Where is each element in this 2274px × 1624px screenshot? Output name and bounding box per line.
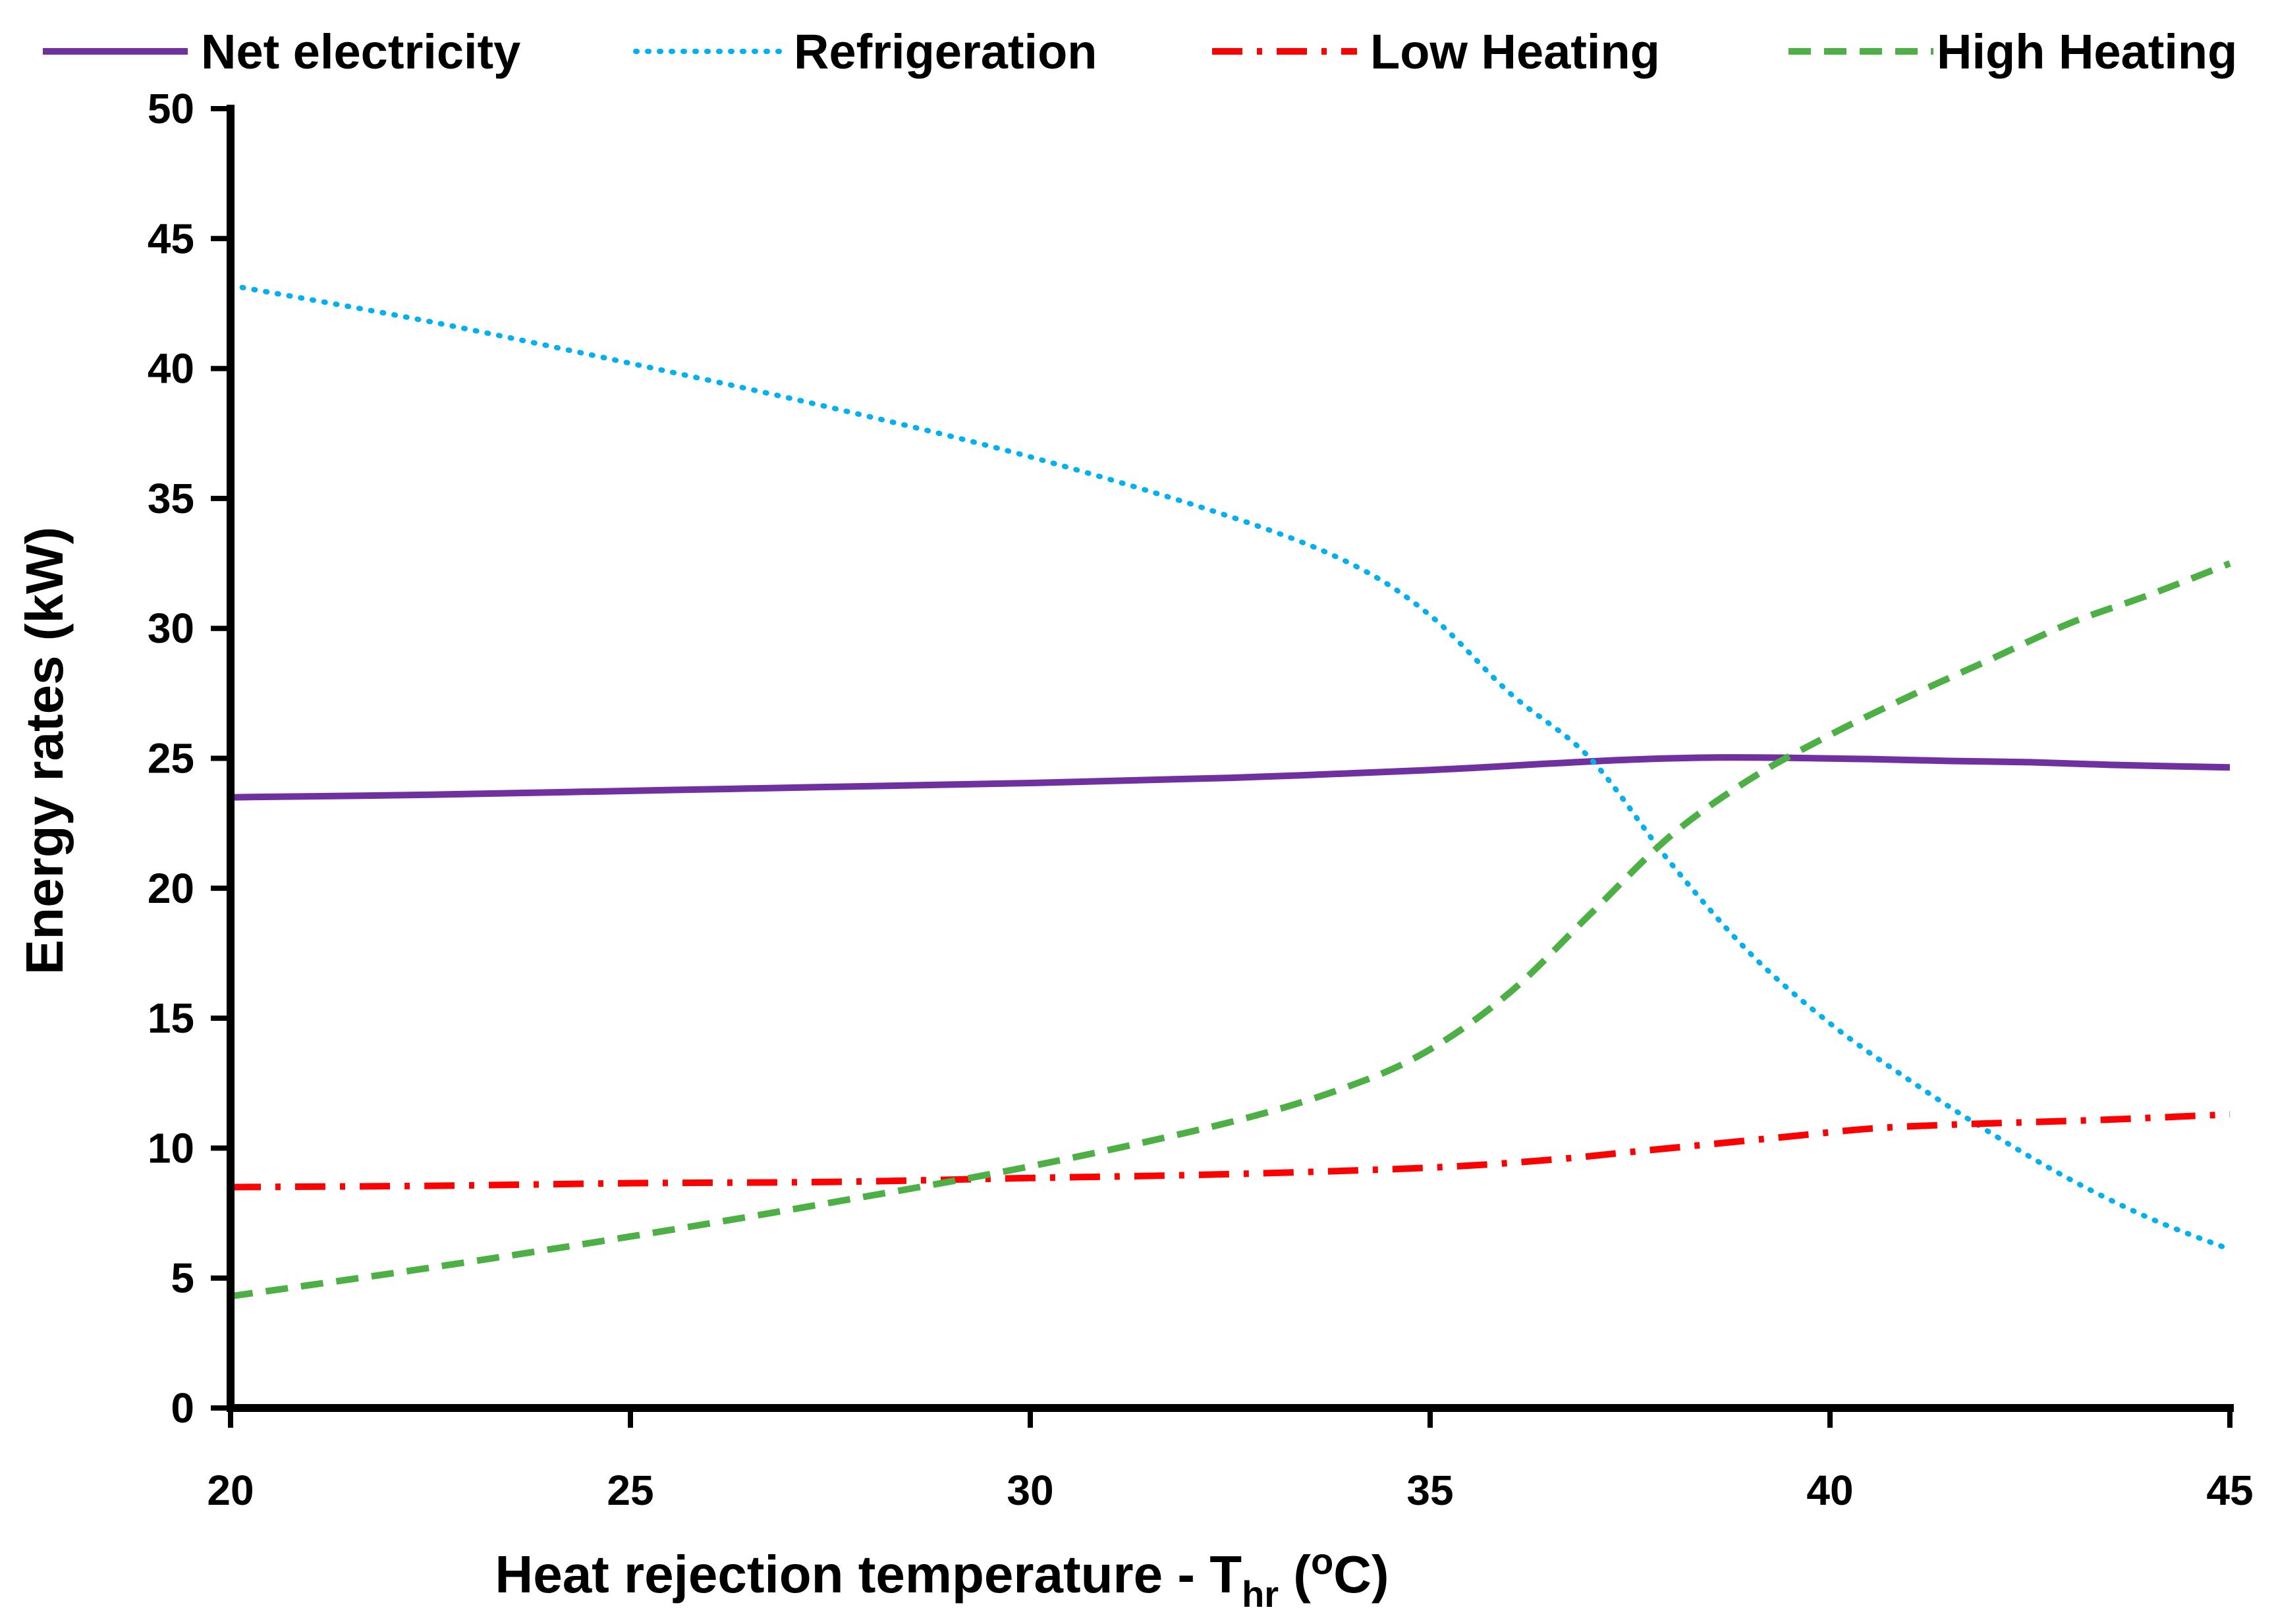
- x-tick-label: 25: [607, 1467, 653, 1514]
- legend-label: Net electricity: [201, 24, 520, 79]
- x-tick-label: 30: [1007, 1467, 1053, 1514]
- legend-label: High Heating: [1937, 24, 2237, 79]
- series-line-net-electricity: [230, 754, 2231, 801]
- y-tick-label: 30: [148, 605, 194, 652]
- x-axis-title: Heat rejection temperature - Thr (oC): [495, 1540, 1389, 1615]
- x-tick-label: 45: [2206, 1467, 2253, 1514]
- x-axis-title-open: (: [1279, 1545, 1311, 1604]
- y-tick-label: 15: [148, 994, 194, 1042]
- legend-label: Low Heating: [1370, 24, 1660, 79]
- y-tick-label: 50: [148, 85, 194, 132]
- y-tick-label: 45: [148, 215, 194, 262]
- series-line-high-heating: [230, 560, 2231, 1300]
- y-tick-label: 25: [148, 735, 194, 782]
- x-tick-label: 40: [1806, 1467, 1853, 1514]
- x-axis-title-subscript: hr: [1242, 1573, 1279, 1615]
- x-axis-title-unit: C): [1333, 1545, 1389, 1604]
- ticks: 0 5 10 15 20 25 30 35 40 45 50 20 25 30 35 40 45: [148, 85, 2254, 1514]
- y-tick-label: 20: [148, 865, 194, 912]
- y-axis-title: Energy rates (kW): [15, 527, 74, 975]
- x-axis-title-main: Heat rejection temperature - T: [495, 1545, 1242, 1604]
- series-layer: [228, 283, 2232, 1300]
- y-tick-label: 35: [148, 475, 194, 522]
- x-tick-label: 35: [1406, 1467, 1453, 1514]
- legend: Net electricity Refrigeration Low Heating H…: [43, 24, 2237, 79]
- y-tick-label: 0: [171, 1384, 194, 1432]
- x-tick-label: 20: [207, 1467, 254, 1514]
- series-line-refrigeration: [228, 283, 2232, 1253]
- x-axis-title-superscript: o: [1311, 1540, 1333, 1582]
- y-tick-label: 40: [148, 345, 194, 392]
- y-tick-label: 10: [148, 1124, 194, 1172]
- legend-label: Refrigeration: [794, 24, 1097, 79]
- series-line-low-heating: [230, 1111, 2231, 1191]
- y-tick-label: 5: [171, 1255, 194, 1302]
